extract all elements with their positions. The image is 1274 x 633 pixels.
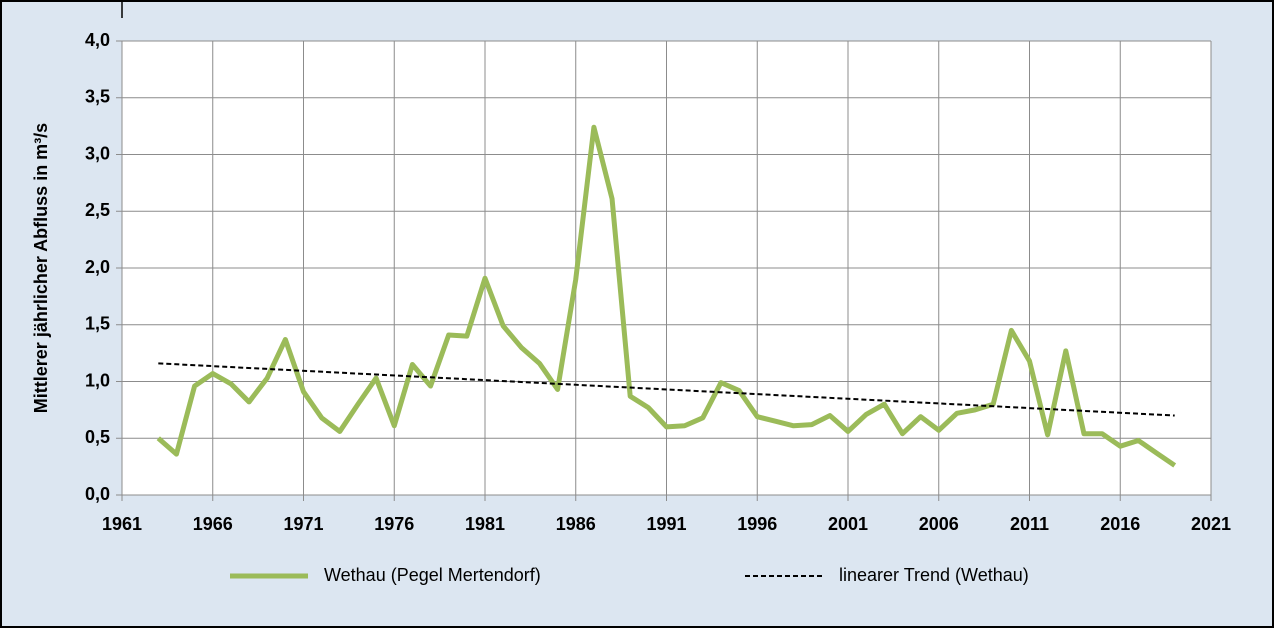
- x-tick-label: 1966: [193, 514, 233, 534]
- y-tick-label: 2,0: [85, 257, 110, 277]
- y-tick-label: 3,5: [85, 87, 110, 107]
- y-tick-label: 1,0: [85, 370, 110, 390]
- x-tick-label: 1986: [556, 514, 596, 534]
- x-tick-label: 1971: [283, 514, 323, 534]
- y-tick-label: 2,5: [85, 200, 110, 220]
- x-tick-label: 1981: [465, 514, 505, 534]
- x-tick-label: 1976: [374, 514, 414, 534]
- x-tick-label: 1961: [102, 514, 142, 534]
- y-tick-label: 0,0: [85, 484, 110, 504]
- trend-line: [158, 362, 1175, 417]
- x-tick-label: 1996: [737, 514, 777, 534]
- y-tick-label: 1,5: [85, 314, 110, 334]
- x-tick-label: 1991: [646, 514, 686, 534]
- y-tick-label: 4,0: [85, 30, 110, 50]
- x-tick-label: 2011: [1010, 514, 1049, 534]
- y-tick-label: 0,5: [85, 427, 110, 447]
- x-tick-label: 2006: [919, 514, 959, 534]
- y-axis-label: Mittlerer jährlicher Abfluss in m³/s: [31, 123, 51, 413]
- x-tick-label: 2016: [1100, 514, 1140, 534]
- legend-label: Wethau (Pegel Mertendorf): [324, 565, 541, 585]
- y-tick-label: 3,0: [85, 143, 110, 163]
- x-tick-label: 2001: [828, 514, 868, 534]
- legend-label: linearer Trend (Wethau): [839, 565, 1029, 585]
- data-line: [156, 124, 1177, 468]
- x-tick-label: 2021: [1191, 514, 1231, 534]
